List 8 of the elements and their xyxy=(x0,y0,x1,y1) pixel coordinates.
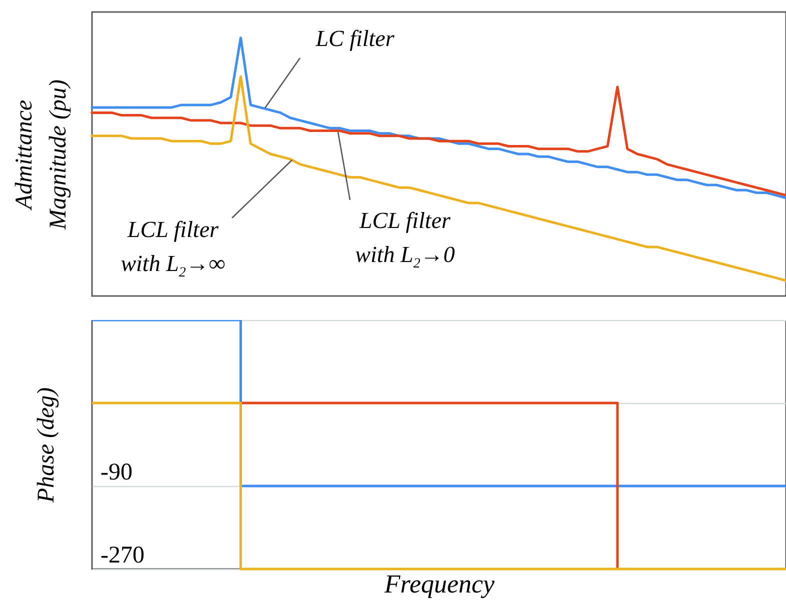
y-axis-title: Phase (deg) xyxy=(34,387,60,504)
annotation: LC filter xyxy=(314,25,396,53)
y-axis-title: Admittance Magnitude (pu) xyxy=(12,80,72,230)
annotation: LCL filter with L$_{2}$→∞ xyxy=(120,216,226,283)
y-tick-label: -90 xyxy=(100,460,132,486)
annotation: LCL filter with L$_{2}$→0 xyxy=(354,207,456,274)
y-tick-label: -270 xyxy=(100,542,144,568)
x-axis-title: Frequency xyxy=(383,570,496,598)
